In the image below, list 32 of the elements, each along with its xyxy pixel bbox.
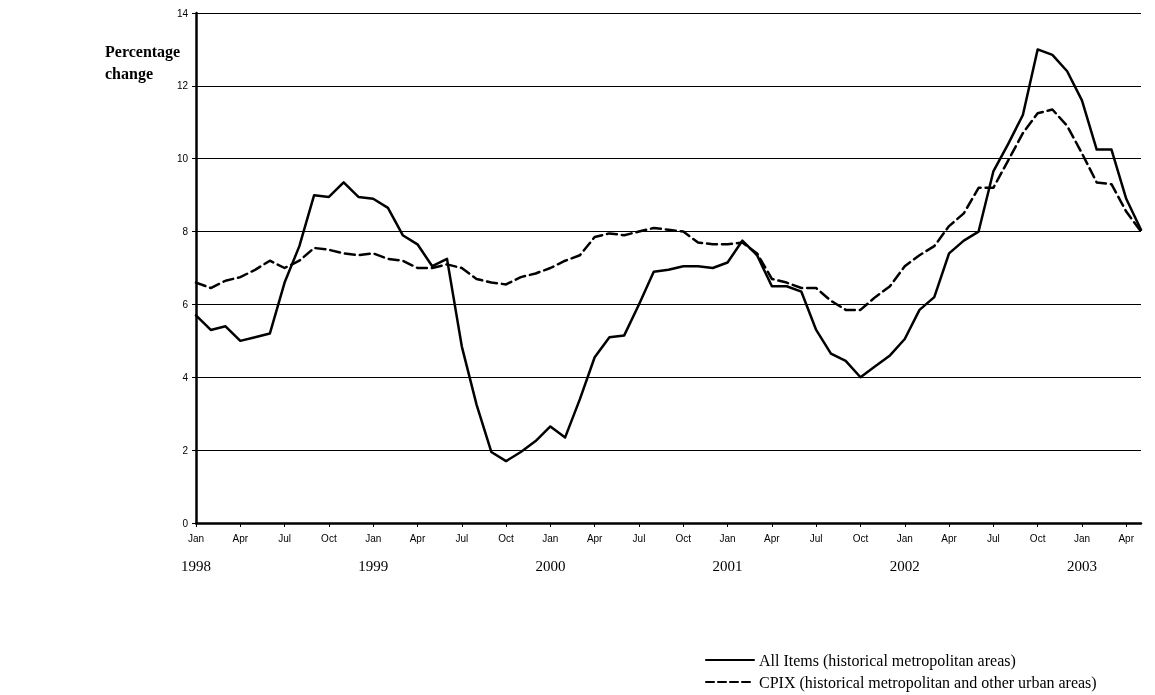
legend-label: CPIX (historical metropolitan and other urban areas) [759, 673, 1097, 692]
category-label: Jan 2003 [1066, 532, 1097, 574]
x-tick-label: Apr [409, 532, 426, 544]
x-tick-label: Jul [809, 532, 823, 544]
y-tick-label: 10 [176, 153, 189, 165]
y-tick-label: 14 [176, 7, 189, 19]
category-label: Jan 1998 [181, 532, 211, 574]
x-tick-label: Apr [1118, 532, 1135, 544]
x-tick-label: Jul [455, 532, 469, 544]
legend-label: All Items (historical metropolitan areas) [759, 651, 1016, 670]
category-label: Jan 1999 [358, 532, 389, 574]
y-tick-label: 6 [182, 298, 189, 310]
x-tick-label: Apr [764, 532, 781, 544]
x-tick-label: Jul [632, 532, 646, 544]
category-label: Jan 2001 [712, 532, 743, 574]
x-tick-label: Oct [321, 532, 337, 544]
x-tick-label: Oct [1029, 532, 1046, 544]
y-tick-label: 2 [182, 444, 189, 456]
x-tick-label: Apr [586, 532, 604, 544]
x-tick-label: Jul [278, 532, 291, 544]
y-tick-label: 8 [182, 226, 189, 238]
x-tick-label: Apr [941, 532, 958, 544]
x-tick-label: Apr [232, 532, 249, 544]
y-tick-label: 4 [182, 371, 189, 383]
y-tick-label: 12 [176, 80, 189, 92]
x-tick-label: Jul [986, 532, 1000, 544]
y-tick-label: 0 [182, 517, 189, 529]
x-tick-label: Oct [675, 532, 692, 544]
x-tick-label: Oct [498, 532, 515, 544]
category-label: Jan 2000 [535, 532, 566, 574]
x-tick-label: Oct [852, 532, 869, 544]
category-label: Jan 2002 [889, 532, 920, 574]
